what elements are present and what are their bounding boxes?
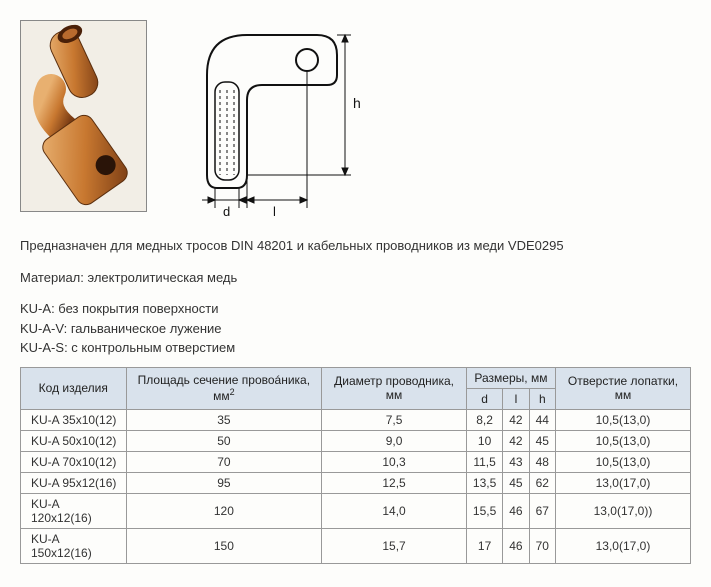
table-row: KU-A 70x10(12)7010,311,5434810,5(13,0) xyxy=(21,451,691,472)
th-code: Код изделия xyxy=(21,367,127,409)
table-row: KU-A 35x10(12)357,58,2424410,5(13,0) xyxy=(21,409,691,430)
cell-area: 95 xyxy=(126,472,322,493)
th-h: h xyxy=(529,388,555,409)
table-row: KU-A 50x10(12)509,010424510,5(13,0) xyxy=(21,430,691,451)
cell-l: 46 xyxy=(503,493,529,528)
cell-area: 120 xyxy=(126,493,322,528)
cell-d: 10 xyxy=(466,430,502,451)
th-area: Площадь сечение провоáника, мм2 xyxy=(126,367,322,409)
table-row: KU-A 150x12(16)15015,717467013,0(17,0) xyxy=(21,528,691,563)
cell-h: 44 xyxy=(529,409,555,430)
material-value: электролитическая медь xyxy=(88,270,238,285)
variant-line: KU-A-S: с контрольным отверстием xyxy=(20,339,691,357)
cell-d: 15,5 xyxy=(466,493,502,528)
th-sizes: Размеры, мм xyxy=(466,367,555,388)
desc-material: Материал: электролитическая медь xyxy=(20,269,691,287)
product-photo xyxy=(20,20,147,212)
th-l: l xyxy=(503,388,529,409)
table-row: KU-A 120x12(16)12014,015,5466713,0(17,0)… xyxy=(21,493,691,528)
cell-hole: 10,5(13,0) xyxy=(555,430,690,451)
cell-area: 35 xyxy=(126,409,322,430)
variant-code: KU-A xyxy=(20,301,51,316)
variant-code: KU-A-V xyxy=(20,321,64,336)
cell-d: 11,5 xyxy=(466,451,502,472)
cell-area: 70 xyxy=(126,451,322,472)
cell-code: KU-A 95x12(16) xyxy=(21,472,127,493)
cell-hole: 13,0(17,0) xyxy=(555,528,690,563)
cell-diam: 10,3 xyxy=(322,451,467,472)
cell-hole: 10,5(13,0) xyxy=(555,451,690,472)
cell-h: 48 xyxy=(529,451,555,472)
cell-h: 70 xyxy=(529,528,555,563)
dim-label-h: h xyxy=(353,95,361,111)
cell-area: 50 xyxy=(126,430,322,451)
cell-code: KU-A 150x12(16) xyxy=(21,528,127,563)
cell-l: 46 xyxy=(503,528,529,563)
cell-code: KU-A 70x10(12) xyxy=(21,451,127,472)
cell-code: KU-A 50x10(12) xyxy=(21,430,127,451)
cell-diam: 15,7 xyxy=(322,528,467,563)
cell-area: 150 xyxy=(126,528,322,563)
image-row: h d l xyxy=(20,20,691,212)
cell-code: KU-A 120x12(16) xyxy=(21,493,127,528)
variant-code: KU-A-S xyxy=(20,340,64,355)
cell-l: 43 xyxy=(503,451,529,472)
cell-diam: 12,5 xyxy=(322,472,467,493)
cell-h: 67 xyxy=(529,493,555,528)
cell-l: 42 xyxy=(503,430,529,451)
variant-text: с контрольным отверстием xyxy=(71,340,235,355)
cell-h: 45 xyxy=(529,430,555,451)
cell-l: 42 xyxy=(503,409,529,430)
variant-text: гальваническое лужение xyxy=(71,321,222,336)
th-hole: Отверстие лопатки, мм xyxy=(555,367,690,409)
technical-diagram: h d l xyxy=(187,20,367,210)
description-block: Предназначен для медных тросов DIN 48201… xyxy=(20,237,691,357)
variant-line: KU-A: без покрытия поверхности xyxy=(20,300,691,318)
cell-l: 45 xyxy=(503,472,529,493)
dim-label-l: l xyxy=(273,204,276,219)
cell-hole: 10,5(13,0) xyxy=(555,409,690,430)
material-label: Материал xyxy=(20,270,80,285)
cell-code: KU-A 35x10(12) xyxy=(21,409,127,430)
dim-label-d: d xyxy=(223,204,230,219)
cell-d: 8,2 xyxy=(466,409,502,430)
cell-diam: 7,5 xyxy=(322,409,467,430)
cell-h: 62 xyxy=(529,472,555,493)
cell-diam: 14,0 xyxy=(322,493,467,528)
cell-hole: 13,0(17,0)) xyxy=(555,493,690,528)
cell-d: 13,5 xyxy=(466,472,502,493)
th-diameter: Диаметр проводника, мм xyxy=(322,367,467,409)
spec-table: Код изделия Площадь сечение провоáника, … xyxy=(20,367,691,564)
th-d: d xyxy=(466,388,502,409)
variant-line: KU-A-V: гальваническое лужение xyxy=(20,320,691,338)
cell-hole: 13,0(17,0) xyxy=(555,472,690,493)
cell-diam: 9,0 xyxy=(322,430,467,451)
table-row: KU-A 95x12(16)9512,513,5456213,0(17,0) xyxy=(21,472,691,493)
desc-purpose: Предназначен для медных тросов DIN 48201… xyxy=(20,237,691,255)
cell-d: 17 xyxy=(466,528,502,563)
variant-text: без покрытия поверхности xyxy=(58,301,218,316)
